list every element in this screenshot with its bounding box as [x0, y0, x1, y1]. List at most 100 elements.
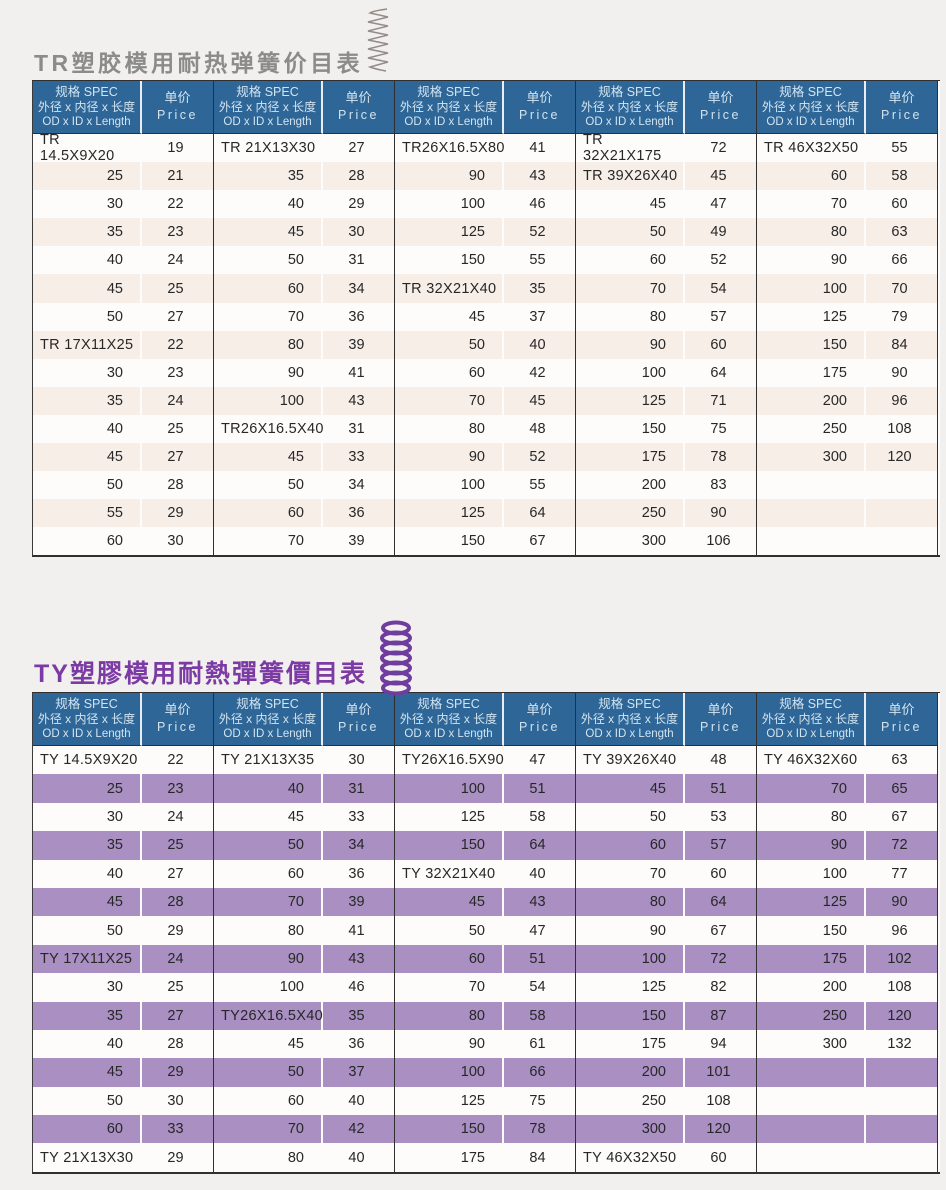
- spec-cell: 60: [214, 274, 323, 303]
- spec-column-header: 规格 SPEC 外径 x 内径 x 长度 OD x ID x Length: [33, 81, 142, 134]
- price-cell: 82: [685, 973, 757, 1002]
- spec-header-line: OD x ID x Length: [585, 728, 674, 741]
- spec-cell: 60: [214, 499, 323, 528]
- price-column-header: 单价 Price: [685, 693, 757, 746]
- spec-cell: 300: [576, 527, 685, 556]
- price-cell: 41: [504, 134, 576, 163]
- price-cell: 29: [323, 190, 395, 219]
- spec-cell: 300: [576, 1115, 685, 1144]
- spec-cell: 70: [757, 190, 866, 219]
- price-cell: [866, 1058, 938, 1087]
- spec-cell: 100: [214, 386, 323, 415]
- spec-cell: TR 21X13X30: [214, 134, 323, 163]
- spec-cell: TR 46X32X50: [757, 134, 866, 163]
- price-cell: 70: [866, 274, 938, 303]
- price-cell: 96: [866, 386, 938, 415]
- tr-price-table: 规格 SPEC 外径 x 内径 x 长度 OD x ID x Length 单价 Pri…: [32, 80, 940, 558]
- price-cell: 52: [504, 218, 576, 247]
- price-cell: 55: [504, 246, 576, 275]
- spec-cell: TR 17X11X25: [33, 330, 142, 359]
- spec-header-line: 规格 SPEC: [236, 696, 299, 711]
- spec-cell: 50: [33, 1086, 142, 1116]
- price-cell: 22: [142, 746, 214, 775]
- spec-cell: 60: [33, 1115, 142, 1144]
- price-cell: [866, 471, 938, 500]
- price-cell: 29: [142, 1143, 214, 1172]
- price-cell: 40: [504, 330, 576, 359]
- spec-cell: 200: [576, 1058, 685, 1087]
- spec-cell: [757, 527, 866, 556]
- spec-cell: TY 46X32X50: [576, 1143, 685, 1172]
- spec-cell: [757, 471, 866, 500]
- spec-cell: 90: [395, 1029, 504, 1059]
- price-cell: 52: [685, 246, 757, 275]
- price-cell: 39: [323, 887, 395, 917]
- spec-header-line: OD x ID x Length: [766, 728, 855, 741]
- spec-cell: [757, 1058, 866, 1087]
- price-cell: 28: [323, 162, 395, 191]
- spec-header-line: 外径 x 内径 x 长度: [37, 99, 136, 114]
- spec-cell: 35: [33, 386, 142, 415]
- price-cell: 40: [323, 1086, 395, 1116]
- price-cell: 120: [866, 443, 938, 472]
- spec-cell: 30: [33, 973, 142, 1002]
- price-cell: 64: [685, 358, 757, 387]
- spec-cell: 300: [757, 443, 866, 472]
- spec-cell: 60: [576, 831, 685, 860]
- price-cell: 51: [504, 774, 576, 803]
- spec-cell: 80: [214, 1143, 323, 1172]
- price-cell: 58: [866, 162, 938, 191]
- price-cell: 42: [504, 358, 576, 387]
- price-cell: 96: [866, 916, 938, 945]
- price-cell: 41: [323, 916, 395, 945]
- spec-cell: 70: [395, 973, 504, 1002]
- price-cell: 84: [504, 1143, 576, 1172]
- price-cell: 48: [685, 746, 757, 775]
- price-column-header: 单价 Price: [323, 693, 395, 746]
- price-header-line: Price: [157, 108, 198, 123]
- spec-cell: 50: [214, 1058, 323, 1087]
- price-cell: 27: [142, 302, 214, 331]
- price-cell: 45: [685, 162, 757, 191]
- spec-cell: 70: [576, 274, 685, 303]
- spec-header-line: 规格 SPEC: [236, 84, 299, 99]
- price-cell: 29: [142, 916, 214, 945]
- price-cell: 27: [323, 134, 395, 163]
- spec-cell: 70: [395, 386, 504, 415]
- spec-cell: 250: [576, 1086, 685, 1116]
- price-cell: 84: [866, 330, 938, 359]
- spec-cell: 90: [576, 916, 685, 945]
- price-cell: 36: [323, 302, 395, 331]
- price-column-header: 单价 Price: [866, 81, 938, 134]
- price-cell: 75: [685, 414, 757, 444]
- spec-cell: 50: [395, 916, 504, 945]
- price-cell: 45: [504, 386, 576, 415]
- spec-cell: 30: [33, 358, 142, 387]
- price-cell: 43: [323, 944, 395, 974]
- price-cell: 77: [866, 859, 938, 888]
- spec-cell: 45: [214, 218, 323, 247]
- spec-cell: 35: [214, 162, 323, 191]
- price-column-header: 单价 Price: [685, 81, 757, 134]
- spec-cell: 40: [33, 859, 142, 888]
- price-cell: 47: [685, 190, 757, 219]
- spec-cell: 50: [576, 802, 685, 832]
- price-cell: 46: [323, 973, 395, 1002]
- spec-column-header: 规格 SPEC 外径 x 内径 x 长度 OD x ID x Length: [395, 693, 504, 746]
- price-cell: 64: [685, 887, 757, 917]
- spec-cell: 100: [395, 190, 504, 219]
- spec-cell: 40: [33, 414, 142, 444]
- price-cell: 33: [323, 802, 395, 832]
- spec-cell: TR 32X21X175: [576, 132, 685, 164]
- spec-cell: 45: [33, 887, 142, 917]
- spec-cell: 125: [757, 887, 866, 917]
- spec-column-header: 规格 SPEC 外径 x 内径 x 长度 OD x ID x Length: [395, 81, 504, 134]
- spec-cell: TR 32X21X40: [395, 274, 504, 303]
- price-cell: 75: [504, 1086, 576, 1116]
- price-cell: 87: [685, 1001, 757, 1030]
- spec-cell: 80: [576, 887, 685, 917]
- spec-header-line: 规格 SPEC: [779, 84, 842, 99]
- price-cell: 33: [323, 443, 395, 472]
- spec-cell: 70: [757, 774, 866, 803]
- spec-header-line: 外径 x 内径 x 长度: [580, 711, 679, 726]
